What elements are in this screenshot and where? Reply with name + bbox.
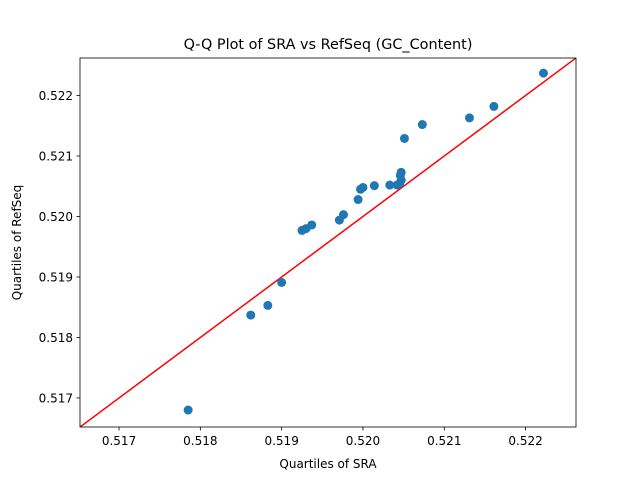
x-axis-label: Quartiles of SRA [279,457,377,471]
plot-frame [79,57,577,428]
data-point [396,167,406,177]
data-point [369,181,379,191]
data-point [464,113,474,123]
y-axis-label: Quartiles of RefSeq [10,185,24,301]
data-point [263,300,273,310]
y-tick-label: 0.521 [39,149,73,163]
y-tick-label: 0.520 [39,210,73,224]
data-point [358,182,368,192]
data-point [399,133,409,143]
data-point [246,310,256,320]
x-tick-label: 0.521 [427,434,461,448]
x-axis-ticks: 0.517 0.518 0.519 0.520 0.521 0.522 [102,427,543,448]
x-tick-label: 0.520 [346,434,380,448]
x-tick-label: 0.522 [508,434,542,448]
x-tick-label: 0.519 [264,434,298,448]
chart-title: Q-Q Plot of SRA vs RefSeq (GC_Content) [184,37,473,53]
data-point [489,101,499,111]
data-point [417,120,427,130]
y-tick-label: 0.517 [39,391,73,405]
reference-line [80,58,576,427]
y-axis-ticks: 0.517 0.518 0.519 0.520 0.521 0.522 [39,89,80,405]
y-tick-label: 0.519 [39,270,73,284]
data-point [538,68,548,78]
data-point [277,277,287,287]
data-point [353,195,363,205]
data-point [183,405,193,415]
data-point [338,210,348,220]
data-point [307,220,317,230]
y-tick-label: 0.522 [39,89,73,103]
x-tick-label: 0.517 [102,434,136,448]
data-points [183,68,548,415]
y-tick-label: 0.518 [39,331,73,345]
data-point [385,180,395,190]
x-tick-label: 0.518 [183,434,217,448]
